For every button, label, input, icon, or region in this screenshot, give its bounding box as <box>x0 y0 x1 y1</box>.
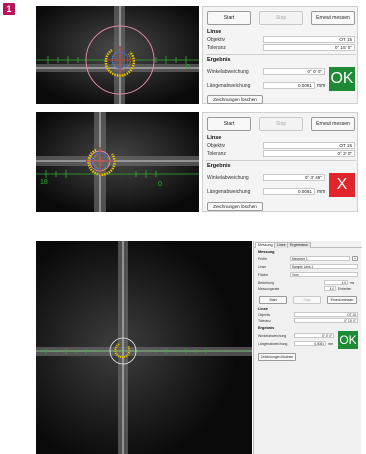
tolerance-label: Toleranz <box>207 151 226 157</box>
angle-deviation-value: 0° 3' 45" <box>263 174 325 181</box>
start-button[interactable]: Start <box>207 11 251 25</box>
result-fail-indicator: X <box>329 173 355 197</box>
tab-measurement[interactable]: Messung <box>255 242 276 248</box>
tab-results[interactable]: Ergebnisse <box>287 242 311 248</box>
angle-deviation-label: Winkelabweichung <box>207 69 249 75</box>
length-deviation-value: 0.0081 <box>263 82 315 89</box>
result-ok-indicator: OK <box>329 67 355 91</box>
result-section-title: Ergebnis <box>258 326 275 330</box>
tester-add-button[interactable]: + <box>352 256 358 261</box>
software-window: Messung Linse Ergebnisse Messung Prüfer … <box>253 241 362 454</box>
cam-top-scale-label: 0 <box>186 64 190 71</box>
objective-label: Objektiv <box>207 143 226 149</box>
lens-section-title: Linse <box>207 29 222 35</box>
tolerance-label: Toleranz <box>258 319 271 323</box>
camera-view-full[interactable] <box>36 241 252 454</box>
camera-image-full <box>36 241 252 454</box>
length-deviation-label: Längenabweichung <box>207 189 251 195</box>
objective-value[interactable]: OT 15 <box>263 142 355 149</box>
camera-view-top[interactable]: 0 <box>36 6 199 104</box>
length-deviation-value: 0.0081 <box>294 341 326 346</box>
figure-number-badge: 1 <box>3 3 15 15</box>
stop-button[interactable]: Stop <box>293 296 321 304</box>
camera-view-middle[interactable]: 18 0 <box>36 112 199 212</box>
tester-label: Prüfer <box>258 257 268 261</box>
divider <box>206 160 356 161</box>
camera-image-middle: 18 0 <box>36 112 199 212</box>
angle-deviation-label: Winkelabweichung <box>258 334 287 338</box>
surface-label: Fläche <box>258 273 269 277</box>
lens-select[interactable]: Sample Lens 1 <box>290 264 358 269</box>
exposure-unit: ms <box>350 281 355 285</box>
measurement-section-title: Messung <box>258 250 275 254</box>
camera-image-top: 0 <box>36 6 199 104</box>
tolerance-value[interactable]: 0° 3' 0" <box>263 150 355 157</box>
remeasure-button[interactable]: Erneut messen <box>327 296 357 304</box>
clear-drawings-button[interactable]: Zeichnungen löschen <box>258 353 296 361</box>
start-button[interactable]: Start <box>207 117 251 131</box>
objective-value[interactable]: OT 15 <box>294 312 358 317</box>
exposure-value[interactable]: 4.0 <box>324 280 348 285</box>
angle-deviation-value: 0° 0' 0" <box>294 333 334 338</box>
length-unit: mm <box>317 189 326 195</box>
length-unit: mm <box>328 342 334 346</box>
result-section-title: Ergebnis <box>207 57 231 63</box>
objective-label: Objektiv <box>207 37 226 43</box>
length-deviation-label: Längenabweichung <box>207 83 251 89</box>
clear-drawings-button[interactable]: Zeichnungen löschen <box>207 95 263 104</box>
tolerance-value[interactable]: 0° 15' 0" <box>294 318 358 323</box>
lens-label: Linse <box>258 265 267 269</box>
length-unit: mm <box>317 83 326 89</box>
tolerance-value[interactable]: 0° 15' 0" <box>263 44 355 51</box>
result-section-title: Ergebnis <box>207 163 231 169</box>
objective-value[interactable]: OT 15 <box>263 36 355 43</box>
tester-select[interactable]: Messmer 1 <box>290 256 350 261</box>
result-ok-indicator: OK <box>338 331 358 349</box>
measurement-panel-top: Start Stop Erneut messen Linse Objektiv … <box>202 6 358 104</box>
stop-button[interactable]: Stop <box>259 11 303 25</box>
remeasure-button[interactable]: Erneut messen <box>311 11 355 25</box>
objective-label: Objektiv <box>258 313 271 317</box>
rate-unit: Einheiten <box>338 287 352 291</box>
tab-bar: Messung Linse Ergebnisse <box>254 241 362 248</box>
tolerance-label: Toleranz <box>207 45 226 51</box>
stop-button[interactable]: Stop <box>259 117 303 131</box>
clear-drawings-button[interactable]: Zeichnungen löschen <box>207 202 263 211</box>
remeasure-button[interactable]: Erneut messen <box>311 117 355 131</box>
angle-deviation-label: Winkelabweichung <box>207 175 249 181</box>
exposure-label: Belichtung <box>258 281 274 285</box>
surface-select[interactable]: Vorn <box>290 272 358 277</box>
cam-mid-scale-label-right: 0 <box>158 181 162 188</box>
lens-section-title: Linse <box>258 307 268 311</box>
start-button[interactable]: Start <box>259 296 287 304</box>
length-deviation-label: Längenabweichung <box>258 342 288 346</box>
cam-mid-scale-label-left: 18 <box>40 179 48 186</box>
rate-label: Messungsrate <box>258 287 280 291</box>
angle-deviation-value: 0° 0' 0" <box>263 68 325 75</box>
rate-value[interactable]: 4.0 <box>324 286 336 291</box>
divider <box>206 54 356 55</box>
lens-section-title: Linse <box>207 135 222 141</box>
length-deviation-value: 0.0081 <box>263 188 315 195</box>
measurement-panel-bottom: Start Stop Erneut messen Linse Objektiv … <box>202 112 358 212</box>
